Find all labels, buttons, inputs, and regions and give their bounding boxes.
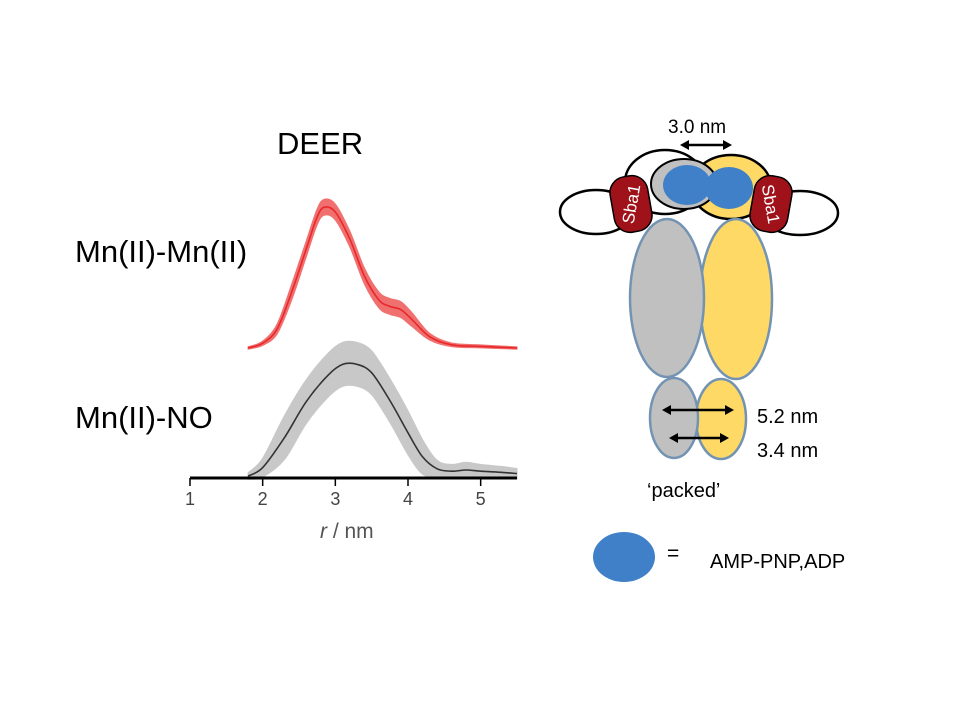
- arrowhead: [723, 140, 732, 150]
- distance-top-label: 3.0 nm: [668, 117, 726, 138]
- deer-traces: [247, 198, 518, 480]
- x-tick-label-5: 5: [476, 489, 486, 509]
- grey-c-domain: [648, 376, 700, 460]
- trace-label-mn-no: Mn(II)-NO: [75, 400, 213, 435]
- sba1-left: Sba1: [609, 174, 653, 234]
- legend-text: AMP-PNP,ADP: [710, 551, 845, 573]
- yellow-c-domain: [694, 377, 748, 461]
- nucleotide-right: [705, 167, 753, 209]
- arrowhead: [720, 433, 729, 443]
- x-tick-label-3: 3: [330, 489, 340, 509]
- deer-title: DEER: [277, 126, 364, 161]
- x-tick-label-4: 4: [403, 489, 413, 509]
- legend-nucleotide-swatch: [593, 532, 655, 582]
- x-axis: 1 2 3 4 5 r / nm: [185, 476, 517, 543]
- legend-equals: =: [667, 542, 679, 565]
- trace-label-mn-mn: Mn(II)-Mn(II): [75, 234, 248, 269]
- grey-middle-domain: [628, 217, 706, 379]
- confidence-band-1: [247, 340, 518, 480]
- distance-distribution-1: [247, 362, 518, 477]
- state-label: ‘packed’: [647, 480, 720, 502]
- nucleotide-left: [663, 165, 711, 205]
- arrowhead: [662, 405, 671, 415]
- confidence-band-0: [247, 198, 518, 350]
- protein-schematic: Sba1 Sba1 3.0 nm 5.2 nm 3.4 nm ‘packed’: [558, 117, 840, 502]
- distance-distribution-0: [247, 206, 518, 349]
- arrowhead: [680, 140, 689, 150]
- distance-1-label: 5.2 nm: [757, 406, 818, 428]
- yellow-middle-domain: [698, 217, 774, 381]
- legend: = AMP-PNP,ADP: [593, 532, 845, 582]
- sba1-right: Sba1: [749, 174, 793, 234]
- x-axis-label: r / nm: [320, 520, 374, 543]
- distance-2-label: 3.4 nm: [757, 440, 818, 462]
- x-tick-label-1: 1: [185, 489, 195, 509]
- x-tick-label-2: 2: [258, 489, 268, 509]
- arrowhead: [669, 433, 678, 443]
- arrowhead: [725, 405, 734, 415]
- x-axis-ticks: 1 2 3 4 5: [185, 478, 486, 509]
